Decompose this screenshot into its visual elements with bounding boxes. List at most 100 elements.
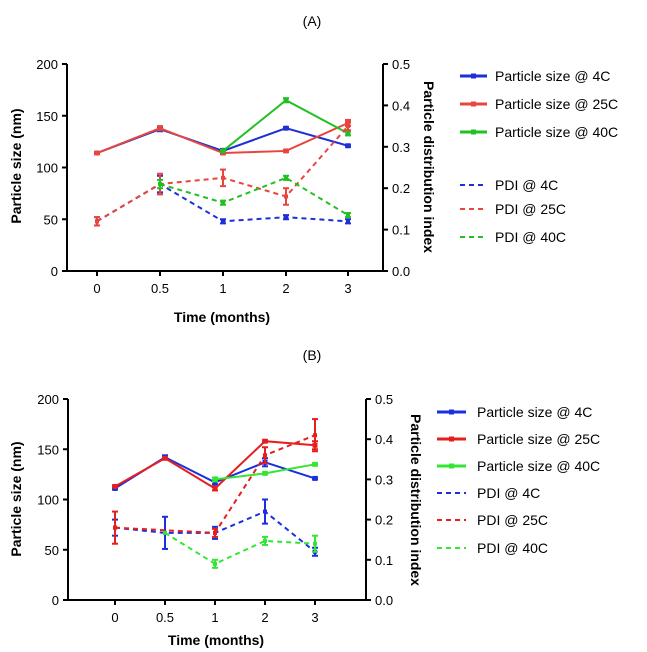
y-tick-label: 50 xyxy=(44,212,58,227)
y-tick-label: 200 xyxy=(37,392,59,407)
data-point xyxy=(212,479,218,485)
data-point xyxy=(346,213,350,218)
data-point xyxy=(312,461,318,467)
chart-panel-b: (B) Time (months) Particle size (nm) Par… xyxy=(8,347,600,648)
y2-tick-label: 0.2 xyxy=(392,181,410,196)
y-tick-label: 150 xyxy=(37,442,59,457)
data-point xyxy=(212,485,218,491)
y2-tick-label: 0.3 xyxy=(375,472,393,487)
y-axis-label-b: Particle size (nm) xyxy=(8,441,24,556)
legend-marker xyxy=(471,129,476,135)
legend-label: Particle size @ 4C xyxy=(495,68,610,84)
panel-label-a: (A) xyxy=(303,13,322,29)
data-point xyxy=(312,475,318,481)
legend-marker xyxy=(471,101,476,107)
x-tick-label: 2 xyxy=(261,610,268,625)
y-tick-label: 0 xyxy=(51,264,58,279)
y-tick-label: 200 xyxy=(36,57,58,72)
data-point xyxy=(263,538,267,543)
y-tick-label: 150 xyxy=(36,109,58,124)
data-point xyxy=(263,453,267,458)
x-tick-label: 1 xyxy=(219,281,226,296)
data-point xyxy=(313,433,317,438)
data-point xyxy=(158,182,162,187)
y-tick-label: 100 xyxy=(36,161,58,176)
data-point xyxy=(221,219,225,224)
legend-marker xyxy=(471,73,476,79)
data-point xyxy=(162,455,168,461)
legend-label: PDI @ 4C xyxy=(477,485,540,501)
data-point xyxy=(284,194,288,199)
y2-axis-label-b: Particle distribution index xyxy=(408,414,424,586)
legend-label: PDI @ 40C xyxy=(495,229,566,245)
legend-label: Particle size @ 25C xyxy=(495,96,618,112)
y-tick-label: 50 xyxy=(45,543,59,558)
y2-tick-label: 0.0 xyxy=(392,264,410,279)
data-point xyxy=(94,150,100,156)
legend-marker xyxy=(449,463,454,469)
y2-axis-label-a: Particle distribution index xyxy=(421,81,437,253)
data-point xyxy=(262,438,268,444)
series-line xyxy=(159,176,349,216)
y2-tick-label: 0.3 xyxy=(392,140,410,155)
data-point xyxy=(345,143,351,149)
x-axis-label-a: Time (months) xyxy=(174,309,270,325)
data-point xyxy=(220,148,226,154)
x-axis-label-b: Time (months) xyxy=(168,632,264,648)
series-line xyxy=(164,532,316,565)
data-point xyxy=(221,175,225,180)
legend-label: PDI @ 40C xyxy=(477,540,548,556)
legend-label: Particle size @ 25C xyxy=(477,431,600,447)
data-point xyxy=(346,219,350,224)
data-point xyxy=(283,125,289,131)
data-point xyxy=(213,530,217,535)
legend-label: Particle size @ 4C xyxy=(477,404,592,420)
x-tick-label: 0 xyxy=(93,281,100,296)
legend-label: Particle size @ 40C xyxy=(477,458,600,474)
x-tick-label: 2 xyxy=(282,281,289,296)
y2-tick-label: 0.5 xyxy=(392,57,410,72)
data-point xyxy=(283,148,289,154)
data-point xyxy=(262,470,268,476)
legend-label: PDI @ 4C xyxy=(495,177,558,193)
y2-tick-label: 0.2 xyxy=(375,513,393,528)
legend-label: Particle size @ 40C xyxy=(495,124,618,140)
y2-tick-label: 0.4 xyxy=(392,98,410,113)
chart-panel-a: (A) Time (months) Particle size (nm) Par… xyxy=(8,13,618,325)
y-tick-label: 0 xyxy=(52,593,59,608)
data-point xyxy=(284,175,288,180)
legend-label: PDI @ 25C xyxy=(495,201,566,217)
x-tick-label: 1 xyxy=(211,610,218,625)
x-tick-label: 0.5 xyxy=(151,281,169,296)
data-point xyxy=(284,215,288,220)
data-point xyxy=(113,525,117,530)
x-tick-label: 0.5 xyxy=(156,610,174,625)
data-point xyxy=(163,530,167,535)
data-point xyxy=(346,124,350,129)
legend-label: PDI @ 25C xyxy=(477,512,548,528)
data-point xyxy=(345,130,351,136)
y2-tick-label: 0.1 xyxy=(392,223,410,238)
y2-tick-label: 0.1 xyxy=(375,553,393,568)
y-tick-label: 100 xyxy=(37,493,59,508)
y2-tick-label: 0.0 xyxy=(375,593,393,608)
y-axis-label-a: Particle size (nm) xyxy=(8,108,24,223)
legend-marker xyxy=(449,436,454,442)
data-point xyxy=(313,541,317,546)
legend-marker xyxy=(449,409,454,415)
y2-tick-label: 0.5 xyxy=(375,392,393,407)
y2-tick-label: 0.4 xyxy=(375,432,393,447)
data-point xyxy=(263,509,267,514)
panel-label-b: (B) xyxy=(303,347,322,363)
series-line xyxy=(114,434,316,534)
data-point xyxy=(212,476,218,482)
x-tick-label: 3 xyxy=(344,281,351,296)
data-point xyxy=(95,219,99,224)
data-point xyxy=(157,125,163,131)
x-tick-label: 3 xyxy=(311,610,318,625)
data-point xyxy=(112,483,118,489)
data-point xyxy=(221,200,225,205)
x-tick-label: 0 xyxy=(111,610,118,625)
data-point xyxy=(213,561,217,566)
